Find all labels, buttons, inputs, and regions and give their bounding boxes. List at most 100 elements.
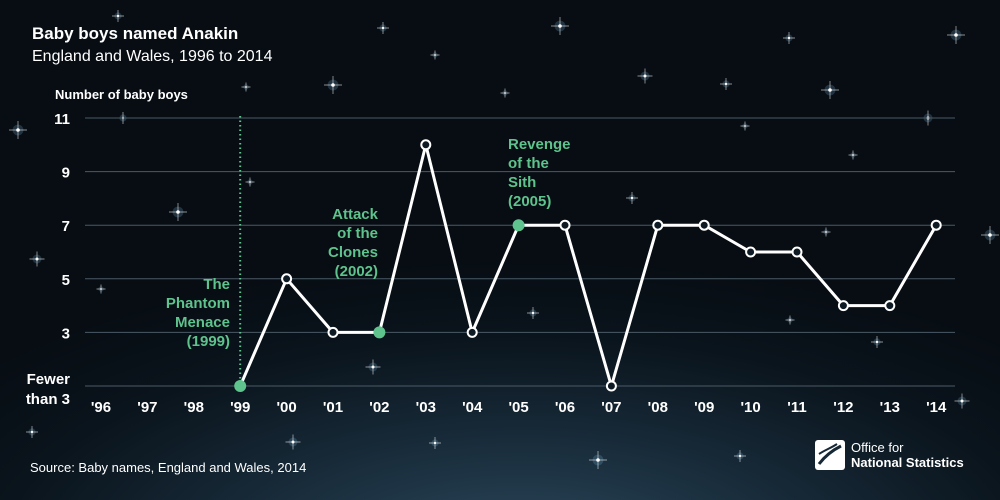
annotation-label: of the [337, 225, 378, 242]
chart-title: Baby boys named Anakin [32, 24, 239, 43]
x-tick-label: '01 [323, 399, 343, 416]
y-tick-label: than 3 [26, 391, 70, 408]
y-axis-label: Number of baby boys [55, 87, 188, 102]
star-icon [377, 22, 389, 34]
starfield-background [9, 10, 999, 469]
x-tick-label: '05 [508, 399, 528, 416]
highlight-point [234, 380, 247, 392]
star-icon [871, 336, 883, 348]
star-icon [783, 32, 795, 44]
star-icon [848, 150, 858, 160]
data-point [745, 246, 757, 258]
star-icon [96, 284, 106, 294]
star-icon [169, 203, 187, 221]
data-point [698, 219, 710, 231]
ons-logo: Office for National Statistics [815, 440, 964, 470]
x-tick-label: '00 [276, 399, 296, 416]
annotation-label: Attack [332, 206, 379, 223]
star-icon [500, 88, 510, 98]
x-tick-label: '12 [833, 399, 853, 416]
data-point [466, 326, 478, 338]
ons-logo-line1: Office for [851, 440, 904, 455]
star-icon [947, 26, 965, 44]
star-icon [626, 192, 638, 204]
annotation-label: Menace [175, 314, 230, 331]
data-point [281, 273, 293, 285]
annotation-label: (2002) [335, 263, 378, 280]
ons-logo-text: Office for National Statistics [851, 440, 964, 470]
star-icon [551, 17, 569, 35]
x-tick-label: '99 [230, 399, 250, 416]
chart-subtitle: England and Wales, 1996 to 2014 [32, 48, 273, 65]
x-tick-label: '03 [416, 399, 436, 416]
data-point [930, 219, 942, 231]
star-icon [637, 68, 653, 84]
annotation-label: Sith [508, 174, 536, 191]
x-tick-label: '14 [926, 399, 947, 416]
y-axis-ticks: 11 9 7 5 3 Fewer than 3 [26, 111, 70, 408]
data-point [327, 326, 339, 338]
star-icon [734, 450, 746, 462]
star-icon [365, 359, 381, 375]
star-icon [245, 177, 255, 187]
data-points [234, 139, 942, 392]
annotation-label: Revenge [508, 136, 571, 153]
highlight-point [373, 326, 386, 339]
data-point [605, 380, 617, 392]
x-tick-label: '02 [369, 399, 389, 416]
x-tick-label: '96 [91, 399, 111, 416]
star-icon [9, 121, 27, 139]
star-icon [589, 451, 607, 469]
x-tick-label: '13 [880, 399, 900, 416]
star-icon [29, 251, 45, 267]
y-tick-label: Fewer [27, 371, 71, 388]
series-path [238, 143, 938, 388]
x-tick-label: '09 [694, 399, 714, 416]
star-icon [324, 76, 342, 94]
x-tick-label: '08 [648, 399, 668, 416]
data-point [420, 139, 432, 151]
annotation-label: (1999) [187, 333, 230, 350]
annotation-label: of the [508, 155, 549, 172]
series-line [238, 143, 938, 388]
ons-logo-line2: National Statistics [851, 455, 964, 470]
y-tick-label: 7 [62, 218, 70, 235]
star-icon [954, 393, 970, 409]
data-point [837, 300, 849, 312]
star-icon [720, 78, 732, 90]
y-tick-label: 3 [62, 325, 70, 342]
x-tick-label: '04 [462, 399, 483, 416]
star-icon [821, 227, 831, 237]
star-icon [821, 81, 839, 99]
x-tick-label: '11 [787, 399, 806, 416]
data-point [884, 300, 896, 312]
star-icon [430, 50, 440, 60]
x-axis-ticks: '96 '97 '98 '99 '00 '01 '02 '03 '04 '05 '06 '07 '08 '… [91, 399, 947, 416]
x-tick-label: '06 [555, 399, 575, 416]
y-tick-label: 5 [62, 272, 70, 289]
data-point [652, 219, 664, 231]
x-tick-label: '97 [137, 399, 157, 416]
source-note: Source: Baby names, England and Wales, 2… [30, 460, 307, 475]
y-tick-label: 9 [62, 165, 70, 182]
data-point [559, 219, 571, 231]
star-icon [112, 10, 124, 22]
star-icon [740, 121, 750, 131]
x-tick-label: '10 [740, 399, 760, 416]
star-icon [285, 434, 301, 450]
star-icon [785, 315, 795, 325]
highlight-point [512, 219, 525, 232]
y-tick-label: 11 [54, 111, 70, 128]
star-icon [241, 82, 251, 92]
annotation-label: Clones [328, 244, 378, 261]
star-icon [981, 226, 999, 244]
x-tick-label: '98 [184, 399, 204, 416]
annotation-label: Phantom [166, 295, 230, 312]
star-icon [527, 307, 539, 319]
annotation-label: (2005) [508, 193, 551, 210]
gridlines [85, 117, 955, 387]
star-icon [429, 437, 441, 449]
data-point [791, 246, 803, 258]
star-icon [26, 426, 38, 438]
annotation-label: The [203, 276, 230, 293]
